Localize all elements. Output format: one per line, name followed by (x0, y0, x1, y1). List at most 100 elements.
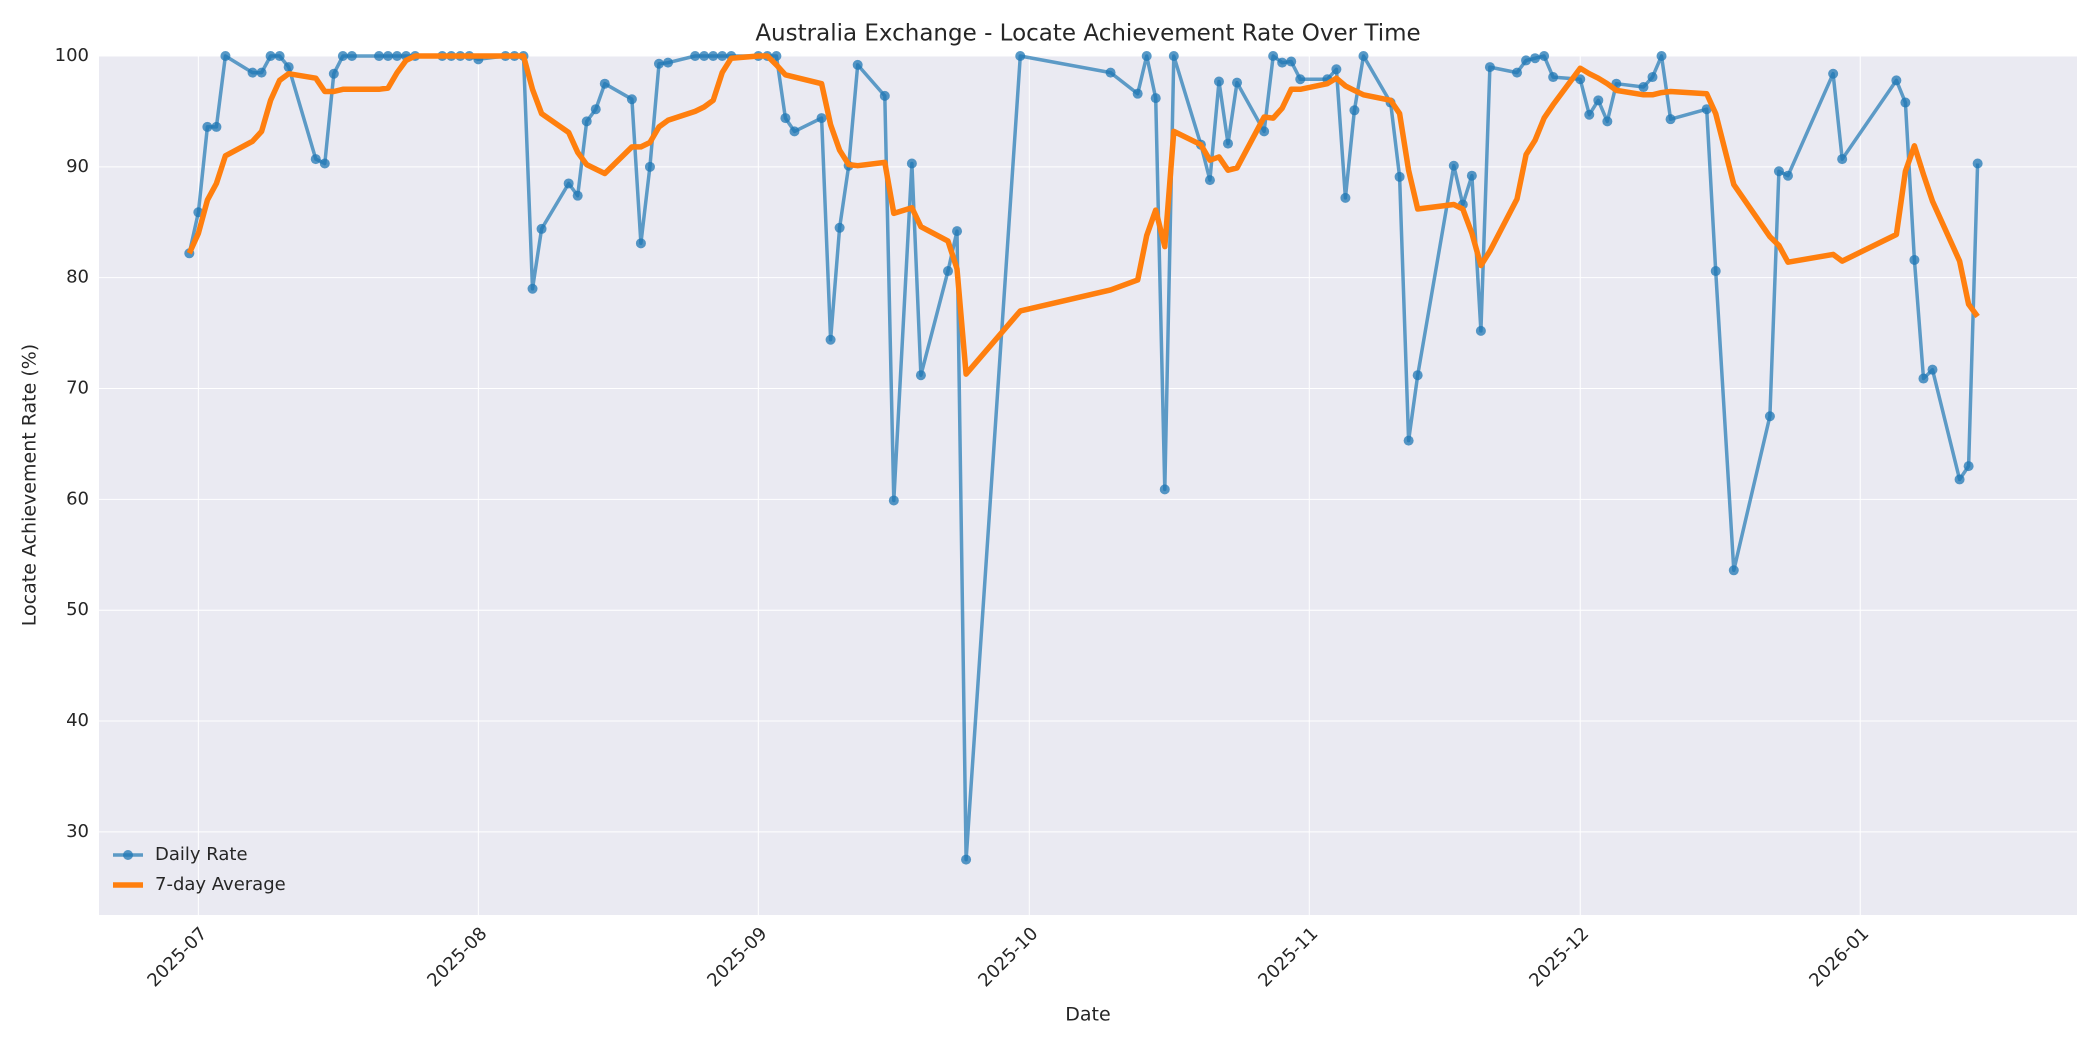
data-point (1828, 68, 1839, 79)
data-point (708, 51, 719, 61)
data-point (1232, 77, 1243, 88)
data-point (626, 94, 637, 105)
data-point (789, 126, 800, 137)
data-point (1927, 364, 1938, 375)
data-point (1412, 370, 1423, 381)
data-point (1222, 138, 1233, 149)
data-point (1340, 192, 1351, 203)
data-point (572, 190, 583, 201)
data-point (1710, 266, 1721, 277)
data-point (961, 854, 972, 865)
data-point (1656, 51, 1667, 61)
data-point (1891, 75, 1902, 86)
data-point (1837, 154, 1848, 165)
data-point (1295, 74, 1306, 85)
data-point (1259, 126, 1270, 137)
data-point (1963, 461, 1974, 472)
data-point (220, 51, 231, 61)
data-point (1331, 64, 1342, 75)
data-point (319, 158, 330, 169)
x-tick-label: 2025-08 (423, 923, 491, 991)
x-tick-label: 2025-11 (1254, 923, 1322, 991)
data-point (337, 51, 348, 61)
plot-area (99, 56, 2077, 915)
data-point (1015, 51, 1026, 61)
data-point (943, 266, 954, 277)
y-tick-label: 30 (66, 821, 89, 842)
data-point (1466, 170, 1477, 181)
data-point (1521, 55, 1532, 66)
data-point (1764, 411, 1775, 422)
data-point (581, 116, 592, 127)
data-point (346, 51, 357, 61)
data-point (1701, 104, 1712, 115)
data-point (1530, 53, 1541, 64)
data-point (1349, 105, 1360, 116)
y-tick-label: 100 (55, 45, 89, 66)
data-point (717, 51, 728, 61)
x-tick-label: 2025-09 (703, 923, 771, 991)
data-point (1213, 76, 1224, 87)
data-point (1548, 72, 1559, 83)
y-tick-label: 50 (66, 599, 89, 620)
data-point (202, 121, 213, 132)
data-point (1954, 474, 1965, 485)
data-point (1918, 373, 1929, 384)
data-point (1105, 67, 1116, 78)
data-point (1475, 325, 1486, 336)
legend-marker (123, 850, 133, 860)
chart-title: Australia Exchange - Locate Achievement … (755, 21, 1420, 47)
data-point (1638, 82, 1649, 93)
data-point (771, 51, 782, 61)
data-point (383, 51, 394, 61)
legend-label: 7-day Average (155, 874, 286, 895)
data-point (373, 51, 384, 61)
data-point (879, 90, 890, 101)
x-tick-label: 2025-12 (1525, 923, 1593, 991)
data-point (852, 59, 863, 70)
data-point (1141, 51, 1152, 61)
data-point (1665, 114, 1676, 125)
data-point (1403, 435, 1414, 446)
data-point (274, 51, 285, 61)
data-point (247, 67, 258, 78)
data-point (1394, 171, 1405, 182)
data-point (653, 58, 664, 69)
data-point (256, 67, 267, 78)
data-point (328, 68, 339, 79)
data-point (310, 154, 321, 165)
data-point (1448, 160, 1459, 171)
data-point (1159, 484, 1170, 495)
data-point (283, 62, 294, 73)
data-point (1286, 56, 1297, 67)
data-point (699, 51, 710, 61)
legend-label: Daily Rate (155, 844, 248, 865)
data-point (1602, 116, 1613, 127)
data-point (1728, 565, 1739, 576)
data-point (1575, 74, 1586, 85)
y-tick-label: 40 (66, 710, 89, 731)
data-point (816, 113, 827, 124)
data-point (644, 161, 655, 172)
data-point (590, 104, 601, 115)
data-point (392, 51, 403, 61)
data-point (1277, 57, 1288, 68)
data-point (1132, 88, 1143, 99)
data-point (563, 178, 574, 189)
data-point (952, 226, 963, 237)
data-point (599, 78, 610, 89)
data-point (1268, 51, 1279, 61)
data-point (536, 223, 547, 234)
data-point (915, 370, 926, 381)
data-point (1204, 175, 1215, 186)
data-point (635, 238, 646, 249)
data-point (1593, 95, 1604, 106)
data-point (888, 495, 899, 506)
data-point (211, 121, 222, 132)
data-point (265, 51, 276, 61)
x-tick-label: 2026-01 (1805, 923, 1873, 991)
data-point (1647, 72, 1658, 83)
data-point (1584, 109, 1595, 120)
y-tick-label: 60 (66, 488, 89, 509)
